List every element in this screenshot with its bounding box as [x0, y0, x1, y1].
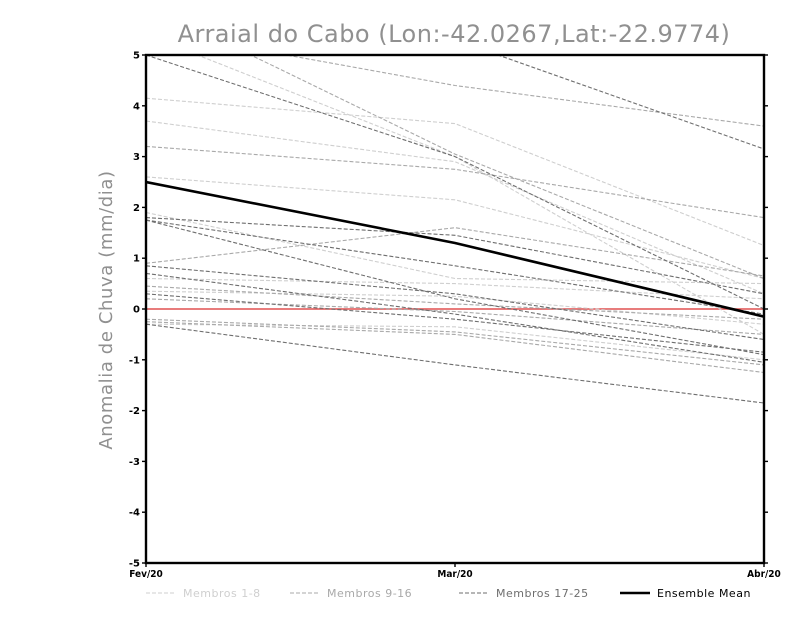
- member-line-8: [146, 323, 764, 361]
- y-tick-label: 2: [133, 203, 140, 214]
- member-line-2: [146, 97, 764, 247]
- member-line-9: [283, 55, 764, 127]
- y-tick-label: -3: [129, 457, 140, 468]
- member-line-1: [195, 55, 764, 335]
- y-tick-label: 1: [133, 254, 140, 265]
- axis-layer: -5 -4 -3 -2 -1 0 1 2 3 4 5 Fev/20 Mar/20 Abr/20: [129, 51, 781, 581]
- series-layer: [146, 55, 764, 404]
- member-line-20: [146, 219, 764, 315]
- member-line-3: [146, 120, 764, 295]
- member-line-12: [146, 227, 764, 277]
- legend-label: Membros 1-8: [183, 587, 261, 600]
- x-tick-label: Abr/20: [747, 569, 781, 580]
- member-line-11: [146, 145, 764, 219]
- member-line-21: [146, 219, 764, 356]
- member-line-18: [146, 55, 764, 310]
- legend-label: Ensemble Mean: [657, 587, 751, 600]
- chart-title: Arraial do Cabo (Lon:-42.0267,Lat:-22.97…: [178, 20, 731, 48]
- member-line-13: [146, 285, 764, 320]
- member-line-24: [146, 293, 764, 353]
- y-tick-label: -4: [129, 508, 140, 519]
- ensemble-mean-line: [146, 180, 764, 318]
- member-line-25: [146, 323, 764, 404]
- member-line-4: [146, 176, 764, 280]
- legend-label: Membros 9-16: [327, 587, 412, 600]
- member-line-23: [146, 272, 764, 363]
- y-tick-label: 4: [133, 101, 140, 112]
- member-line-14: [146, 298, 764, 335]
- member-line-10: [249, 55, 764, 280]
- legend-label: Membros 17-25: [496, 587, 589, 600]
- y-axis-label: Anomalia de Chuva (mm/dia): [96, 170, 117, 449]
- member-line-19: [146, 217, 764, 295]
- member-line-15: [146, 318, 764, 366]
- y-tick-label: 3: [133, 152, 140, 163]
- member-line-16: [146, 321, 764, 374]
- member-line-6: [146, 277, 764, 300]
- y-tick-label: 0: [133, 305, 140, 316]
- x-tick-label: Fev/20: [129, 569, 163, 580]
- y-tick-label: 5: [133, 51, 140, 62]
- legend: Membros 1-8 Membros 9-16 Membros 17-25 Ense…: [146, 587, 751, 600]
- x-tick-label: Mar/20: [437, 569, 472, 580]
- member-line-5: [146, 211, 764, 285]
- member-line-22: [146, 265, 764, 341]
- member-line-7: [146, 290, 764, 325]
- y-tick-label: -5: [129, 559, 140, 570]
- y-tick-label: -2: [129, 406, 140, 417]
- y-tick-label: -1: [129, 355, 140, 366]
